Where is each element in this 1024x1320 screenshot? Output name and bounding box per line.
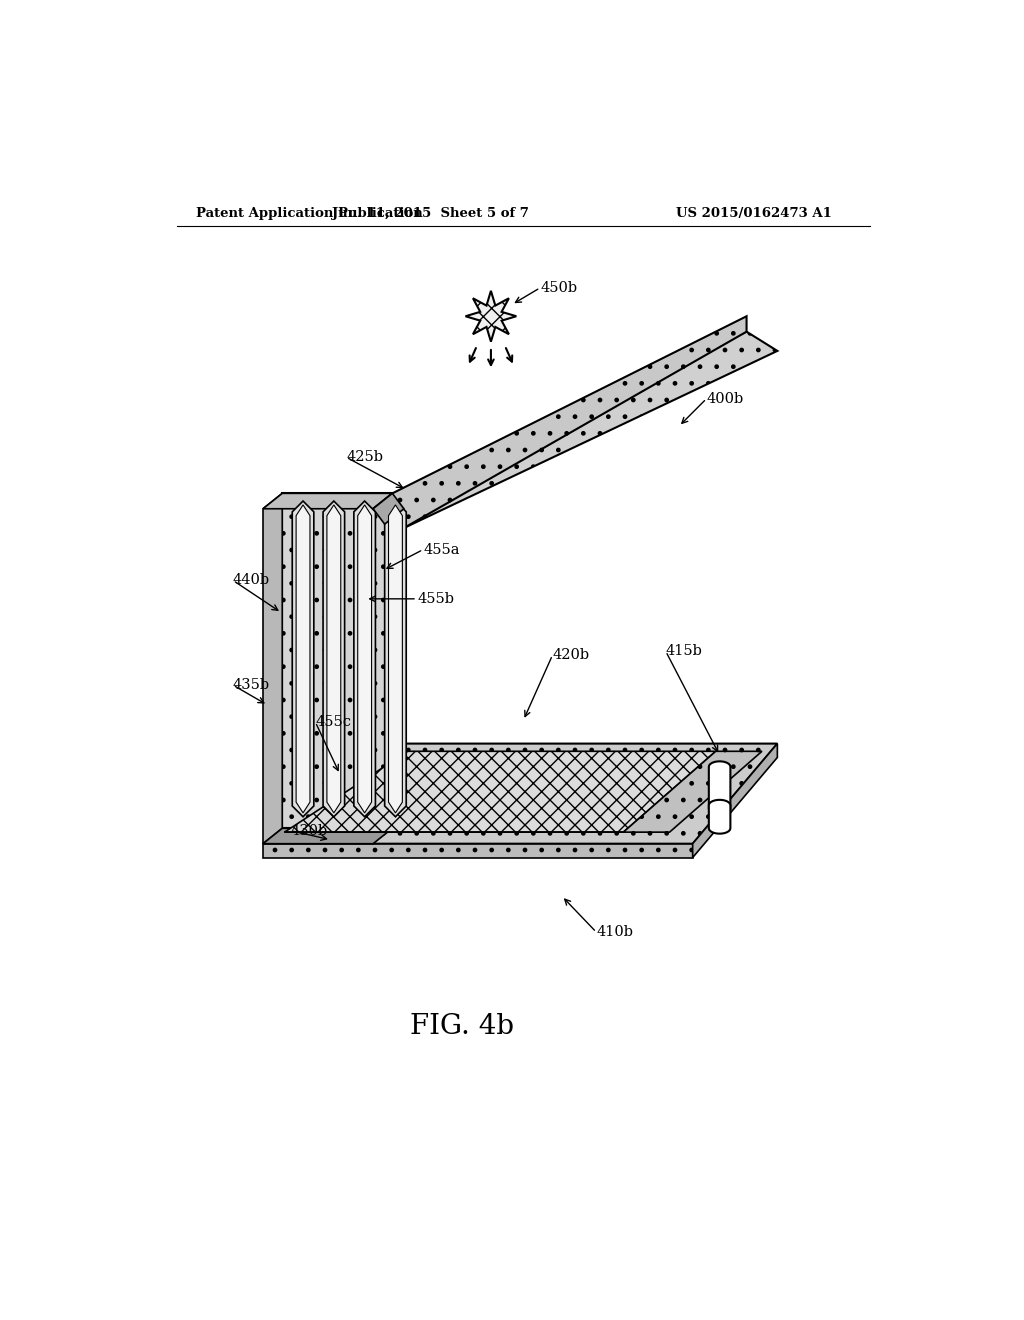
Text: 425b: 425b	[346, 450, 383, 465]
Polygon shape	[709, 800, 730, 834]
Polygon shape	[285, 751, 716, 832]
Polygon shape	[373, 494, 403, 524]
Text: 455a: 455a	[423, 543, 460, 557]
Polygon shape	[296, 506, 310, 813]
Text: 400b: 400b	[707, 392, 743, 405]
Polygon shape	[263, 829, 392, 843]
Text: 410b: 410b	[596, 925, 634, 940]
Polygon shape	[327, 506, 341, 813]
Text: Jun. 11, 2015  Sheet 5 of 7: Jun. 11, 2015 Sheet 5 of 7	[333, 207, 529, 220]
Polygon shape	[263, 494, 392, 508]
Polygon shape	[283, 494, 392, 829]
Polygon shape	[292, 502, 313, 817]
Polygon shape	[624, 751, 762, 832]
Text: 455c: 455c	[315, 715, 351, 729]
Polygon shape	[373, 317, 746, 528]
Polygon shape	[323, 502, 345, 817]
Polygon shape	[385, 502, 407, 817]
Text: 450b: 450b	[541, 281, 578, 294]
Text: 440b: 440b	[233, 573, 270, 587]
Polygon shape	[354, 502, 376, 817]
Polygon shape	[466, 290, 516, 342]
Text: 430b: 430b	[291, 824, 328, 838]
Text: Patent Application Publication: Patent Application Publication	[196, 207, 423, 220]
Polygon shape	[692, 743, 777, 858]
Text: 435b: 435b	[233, 678, 270, 692]
Text: 420b: 420b	[553, 648, 590, 663]
Polygon shape	[388, 506, 402, 813]
Polygon shape	[709, 762, 730, 814]
Polygon shape	[263, 743, 777, 843]
Polygon shape	[263, 843, 692, 858]
Text: 415b: 415b	[666, 644, 702, 659]
Polygon shape	[263, 494, 283, 843]
Text: US 2015/0162473 A1: US 2015/0162473 A1	[676, 207, 833, 220]
Polygon shape	[373, 331, 777, 528]
Text: 455b: 455b	[417, 591, 454, 606]
Polygon shape	[357, 506, 372, 813]
Text: FIG. 4b: FIG. 4b	[410, 1014, 514, 1040]
